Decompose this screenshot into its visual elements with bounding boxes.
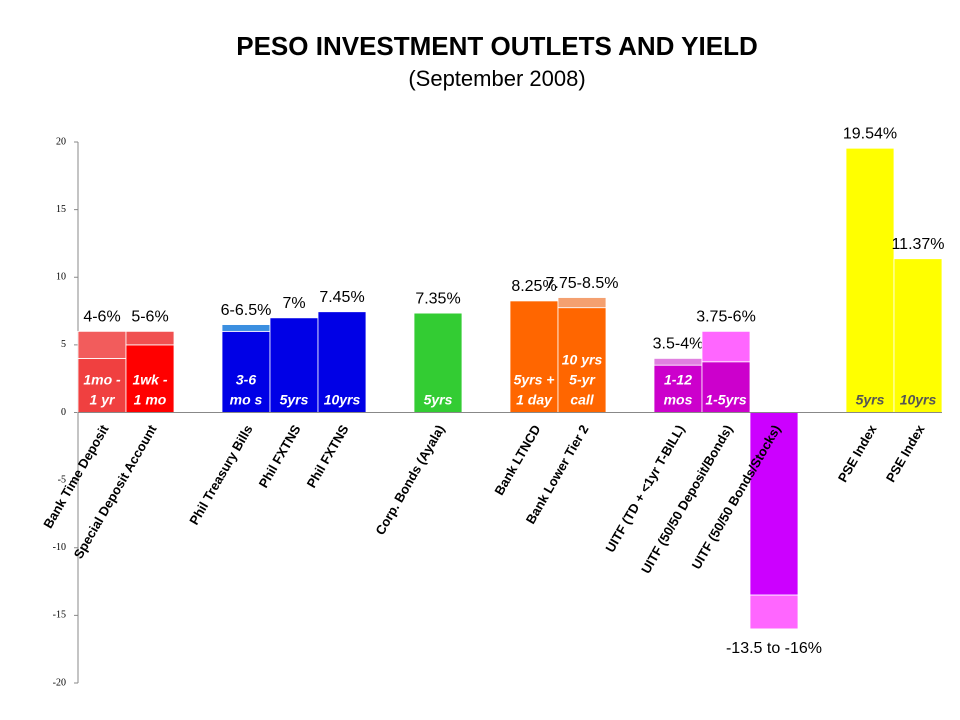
value-label: 5-6% xyxy=(131,309,168,326)
value-label: 8.25% xyxy=(511,278,556,295)
bar-range xyxy=(653,357,703,366)
value-label: 3.75-6% xyxy=(696,309,756,326)
value-label: 7% xyxy=(282,295,305,312)
term-label: 1 yr xyxy=(90,392,116,408)
bar xyxy=(509,300,559,413)
term-label: 1mo - xyxy=(83,372,121,388)
y-tick-label: 20 xyxy=(56,136,66,147)
x-tick-label: Phil Treasury Bills xyxy=(186,422,255,527)
x-tick-label: UITF (50/50 Deposit/Bonds) xyxy=(638,422,736,576)
y-tick-label: 10 xyxy=(56,272,66,283)
term-label: 5yrs + xyxy=(514,372,555,388)
value-label: 19.54% xyxy=(843,125,897,142)
bar-range xyxy=(221,324,271,332)
x-tick-label: Phil FXTNS xyxy=(256,422,304,490)
value-label: 6-6.5% xyxy=(221,302,272,319)
chart-subtitle: (September 2008) xyxy=(408,66,585,91)
term-label: mos xyxy=(664,392,693,408)
term-label: 5yrs xyxy=(424,392,453,408)
term-label: 1-5yrs xyxy=(705,392,746,408)
bar xyxy=(317,311,367,413)
term-label: 5yrs xyxy=(856,392,885,408)
value-label: 4-6% xyxy=(83,309,120,326)
x-tick-label: Corp. Bonds (Ayala) xyxy=(372,422,447,537)
value-label: 7.35% xyxy=(415,290,460,307)
value-label: 11.37% xyxy=(891,236,944,253)
term-label: 5-yr xyxy=(569,372,596,388)
term-label: 1wk - xyxy=(132,372,167,388)
bar-range xyxy=(77,330,127,359)
value-label: 3.5-4% xyxy=(653,336,704,353)
term-label: 10yrs xyxy=(900,392,937,408)
term-label: 1-12 xyxy=(664,372,692,388)
chart-title: PESO INVESTMENT OUTLETS AND YIELD xyxy=(236,31,758,61)
term-label: 3-6 xyxy=(236,372,256,388)
term-label: call xyxy=(570,392,594,408)
value-label: 7.45% xyxy=(319,289,364,306)
bar-range xyxy=(749,594,799,630)
x-tick-label: Special Deposit Account xyxy=(71,422,160,562)
bar xyxy=(893,258,943,413)
y-tick-label: 0 xyxy=(61,407,66,418)
x-tick-label: PSE Index xyxy=(835,422,880,485)
y-tick-label: -15 xyxy=(53,610,66,621)
term-label: 1 mo xyxy=(134,392,167,408)
bar xyxy=(845,147,895,413)
y-tick-label: -5 xyxy=(58,474,66,485)
bar-range xyxy=(701,330,751,363)
y-tick-label: 5 xyxy=(61,339,66,350)
bar-range xyxy=(557,297,607,309)
value-label: 7.75-8.5% xyxy=(546,275,619,292)
bar-range xyxy=(125,330,175,346)
x-tick-label: PSE Index xyxy=(883,422,928,485)
y-tick-label: -20 xyxy=(53,677,66,688)
term-label: 1 day xyxy=(516,392,553,408)
term-label: 10 yrs xyxy=(562,352,603,368)
x-tick-label: Phil FXTNS xyxy=(304,422,352,490)
value-label: -13.5 to -16% xyxy=(726,640,822,657)
y-tick-label: -10 xyxy=(53,542,66,553)
term-label: mo s xyxy=(230,392,263,408)
y-tick-label: 15 xyxy=(56,204,66,215)
term-label: 10yrs xyxy=(324,392,361,408)
bar xyxy=(557,307,607,413)
x-tick-label: Bank LTNCD xyxy=(491,422,543,497)
bar xyxy=(413,312,463,413)
term-label: 5yrs xyxy=(280,392,309,408)
